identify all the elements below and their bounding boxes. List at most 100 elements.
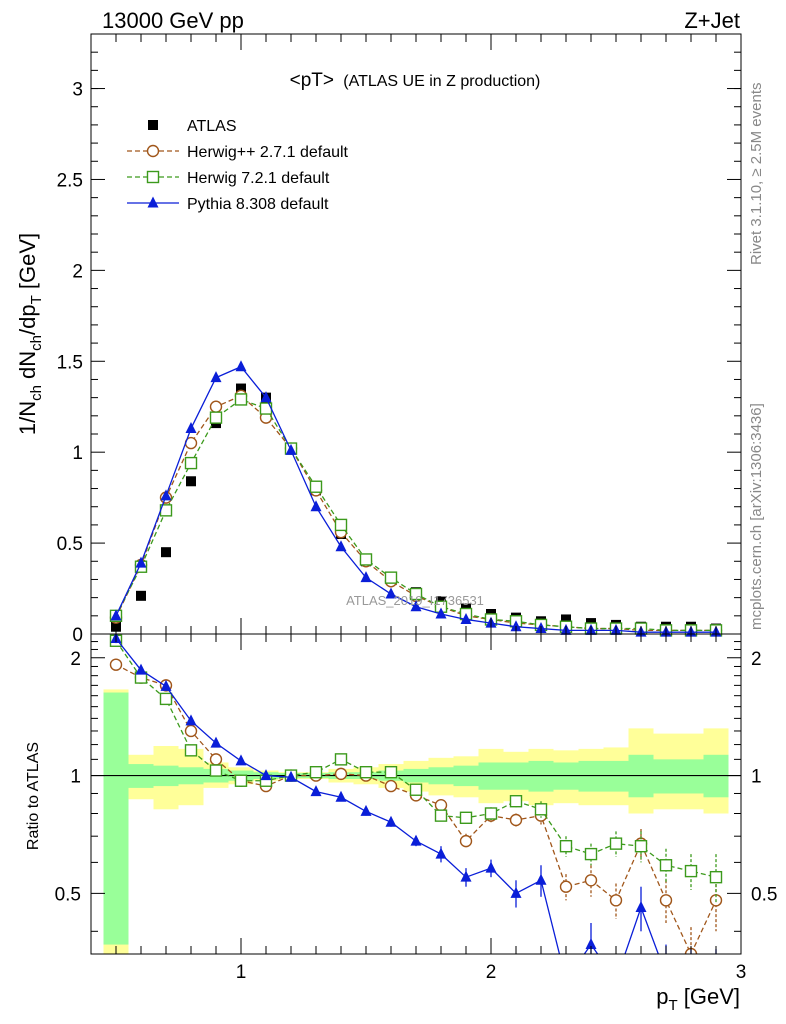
ratio-herwig-7-2-1-default-point: [559, 839, 573, 853]
x-tick-label: 3: [736, 962, 747, 983]
main-axis-ticks: 0 0.5 1 1.5 2 2.5 3: [57, 34, 741, 646]
pythia-8-308-default-point: [210, 371, 222, 383]
ratio-herwig-7-2-1-default-point: [484, 807, 498, 820]
x-axis-label-unit: [GeV]: [678, 984, 740, 1009]
chart-title-main: <pT>: [290, 70, 334, 91]
watermark: ATLAS_2019_I1736531: [346, 593, 484, 608]
ratio-herwig-7-2-1-default-point: [609, 837, 623, 850]
ratio-y-tick-label-right: 0.5: [751, 884, 777, 905]
rivet-label: Rivet 3.1.10, ≥ 2.5M events: [748, 83, 765, 266]
ratio-herwig-7-2-1-default-point: [509, 795, 523, 808]
ratio-pythia-8-308-default-point: [385, 815, 397, 827]
x-axis-label: pT [GeV]: [656, 984, 740, 1014]
ratio-herwig-7-2-1-default-point: [184, 744, 198, 757]
chart-subtitle: (ATLAS UE in Z production): [343, 73, 540, 90]
legend: ATLAS Herwig++ 2.7.1 default Herwig 7.2.1 …: [127, 118, 349, 213]
ratio-herwig-2-7-1-default-point: [209, 753, 223, 766]
ratio-y-tick-label: 0.5: [55, 884, 81, 905]
ratio-y-tick-label: 1: [70, 767, 81, 788]
x-axis-label-text: p: [656, 984, 668, 1009]
mcplots-label: mcplots.cern.ch [arXiv:1306:3436]: [748, 403, 765, 630]
ratio-series-pythia-8-308-default: [110, 634, 717, 985]
main-y-tick-label: 2: [72, 261, 83, 282]
pythia-8-308-default-point: [135, 556, 147, 568]
ratio-pythia-8-308-default-point: [435, 847, 447, 859]
ratio-pythia-8-308-default-point: [611, 974, 622, 985]
ratio-herwig-7-2-1-default-point: [584, 847, 598, 861]
header-left: 13000 GeV pp: [102, 8, 244, 33]
ratio-herwig-7-2-1-default-point: [534, 803, 548, 816]
ratio-pythia-8-308-default-point: [460, 870, 472, 882]
ratio-herwig-7-2-1-default-point: [334, 753, 348, 766]
legend-marker: [146, 170, 160, 184]
legend-entry-atlas: ATLAS: [148, 118, 237, 135]
pythia-8-308-default-point: [110, 609, 122, 621]
x-tick-label: 2: [486, 962, 497, 983]
legend-label: Herwig 7.2.1 default: [187, 170, 330, 187]
ratio-herwig-2-7-1-default-point: [384, 779, 398, 793]
ratio-pythia-8-308-default-point: [510, 886, 522, 898]
legend-entry-herwig-7-2-1-default: Herwig 7.2.1 default: [127, 170, 330, 187]
legend-marker: [146, 144, 160, 158]
ratio-herwig-7-2-1-default-point: [459, 811, 473, 824]
ratio-pythia-8-308-default-line: [115, 638, 660, 954]
legend-label: Herwig++ 2.7.1 default: [187, 144, 349, 161]
ratio-herwig-2-7-1-default-line: [115, 664, 717, 954]
ratio-herwig-7-2-1-default-point: [634, 839, 648, 853]
main-y-tick-label: 0.5: [57, 534, 83, 555]
ratio-herwig-7-2-1-default-point: [709, 870, 723, 884]
herwig-7-2-1-default-point: [209, 411, 223, 424]
header-right: Z+Jet: [684, 8, 740, 33]
ratio-herwig-7-2-1-default-point: [209, 764, 223, 777]
ratio-series-herwig-7-2-1-default: [109, 634, 723, 904]
x-tick-label: 1: [236, 962, 247, 983]
pythia-8-308-default-point: [160, 489, 172, 501]
pythia-8-308-default-point: [360, 571, 372, 583]
pythia-8-308-default-point: [185, 422, 197, 434]
stat-uncertainty-band-bin: [678, 759, 704, 794]
herwig-7-2-1-default-point: [309, 480, 323, 493]
ratio-herwig-7-2-1-default-point: [659, 859, 673, 872]
ratio-herwig-7-2-1-default-point: [434, 809, 448, 822]
herwig-2-7-1-default-point: [209, 400, 223, 413]
pythia-8-308-default-point: [435, 607, 447, 619]
stat-uncertainty-band-bin: [528, 760, 554, 792]
ratio-y-axis-label: Ratio to ATLAS: [25, 742, 42, 850]
ratio-herwig-2-7-1-default-point: [584, 874, 598, 887]
legend-entry-herwig-2-7-1-default: Herwig++ 2.7.1 default: [127, 144, 349, 161]
main-y-tick-label: 3: [72, 80, 83, 101]
ratio-pythia-8-308-default-point: [235, 754, 247, 766]
atlas-point: [186, 476, 196, 487]
herwig-7-2-1-default-point: [409, 587, 423, 601]
pythia-8-308-default-point: [460, 612, 472, 624]
ratio-pythia-8-308-default-point: [185, 714, 197, 726]
herwig-7-2-1-default-point: [359, 553, 373, 566]
ratio-axis-ticks: 0.5 0.5 1 1 2 2 1 2 3: [55, 634, 777, 983]
herwig-7-2-1-default-point: [234, 393, 248, 406]
ratio-herwig-7-2-1-default-point: [684, 864, 698, 878]
ratio-pythia-8-308-default-point: [310, 785, 322, 797]
legend-marker: [148, 120, 158, 130]
ratio-data-marks: [109, 634, 723, 985]
total-uncertainty-band: [103, 689, 729, 954]
ratio-herwig-2-7-1-default-point: [509, 813, 523, 827]
stat-uncertainty-band-bin: [103, 692, 129, 945]
ratio-herwig-2-7-1-default-point: [559, 880, 573, 893]
ratio-pythia-8-308-default-point: [535, 873, 547, 885]
atlas-point: [136, 590, 146, 601]
main-y-tick-label: 2.5: [57, 170, 83, 191]
ratio-herwig-7-2-1-default-point: [409, 783, 423, 796]
pythia-8-308-default-point: [385, 587, 397, 599]
atlas-point: [561, 614, 571, 625]
ratio-y-tick-label-right: 1: [751, 767, 762, 788]
herwig-7-2-1-default-point: [334, 518, 348, 532]
ratio-uncertainty-bands: [91, 689, 741, 954]
atlas-point: [161, 547, 171, 558]
legend-label: ATLAS: [187, 118, 237, 135]
ratio-herwig-7-2-1-default-point: [159, 692, 173, 706]
chart-title: <pT> (ATLAS UE in Z production): [290, 70, 541, 91]
ratio-series-herwig-2-7-1-default: [109, 658, 723, 954]
main-y-axis-label-text: 1/N: [15, 401, 40, 435]
ratio-herwig-2-7-1-default-point: [659, 894, 673, 907]
